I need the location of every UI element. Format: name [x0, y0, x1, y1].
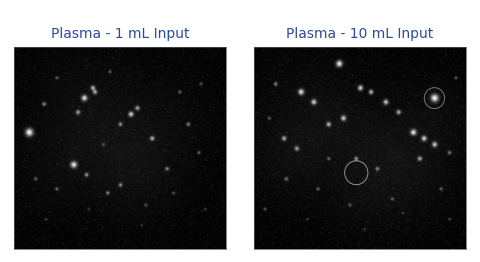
Text: Plasma - 10 mL Input: Plasma - 10 mL Input [287, 27, 433, 41]
Text: Plasma - 1 mL Input: Plasma - 1 mL Input [51, 27, 189, 41]
